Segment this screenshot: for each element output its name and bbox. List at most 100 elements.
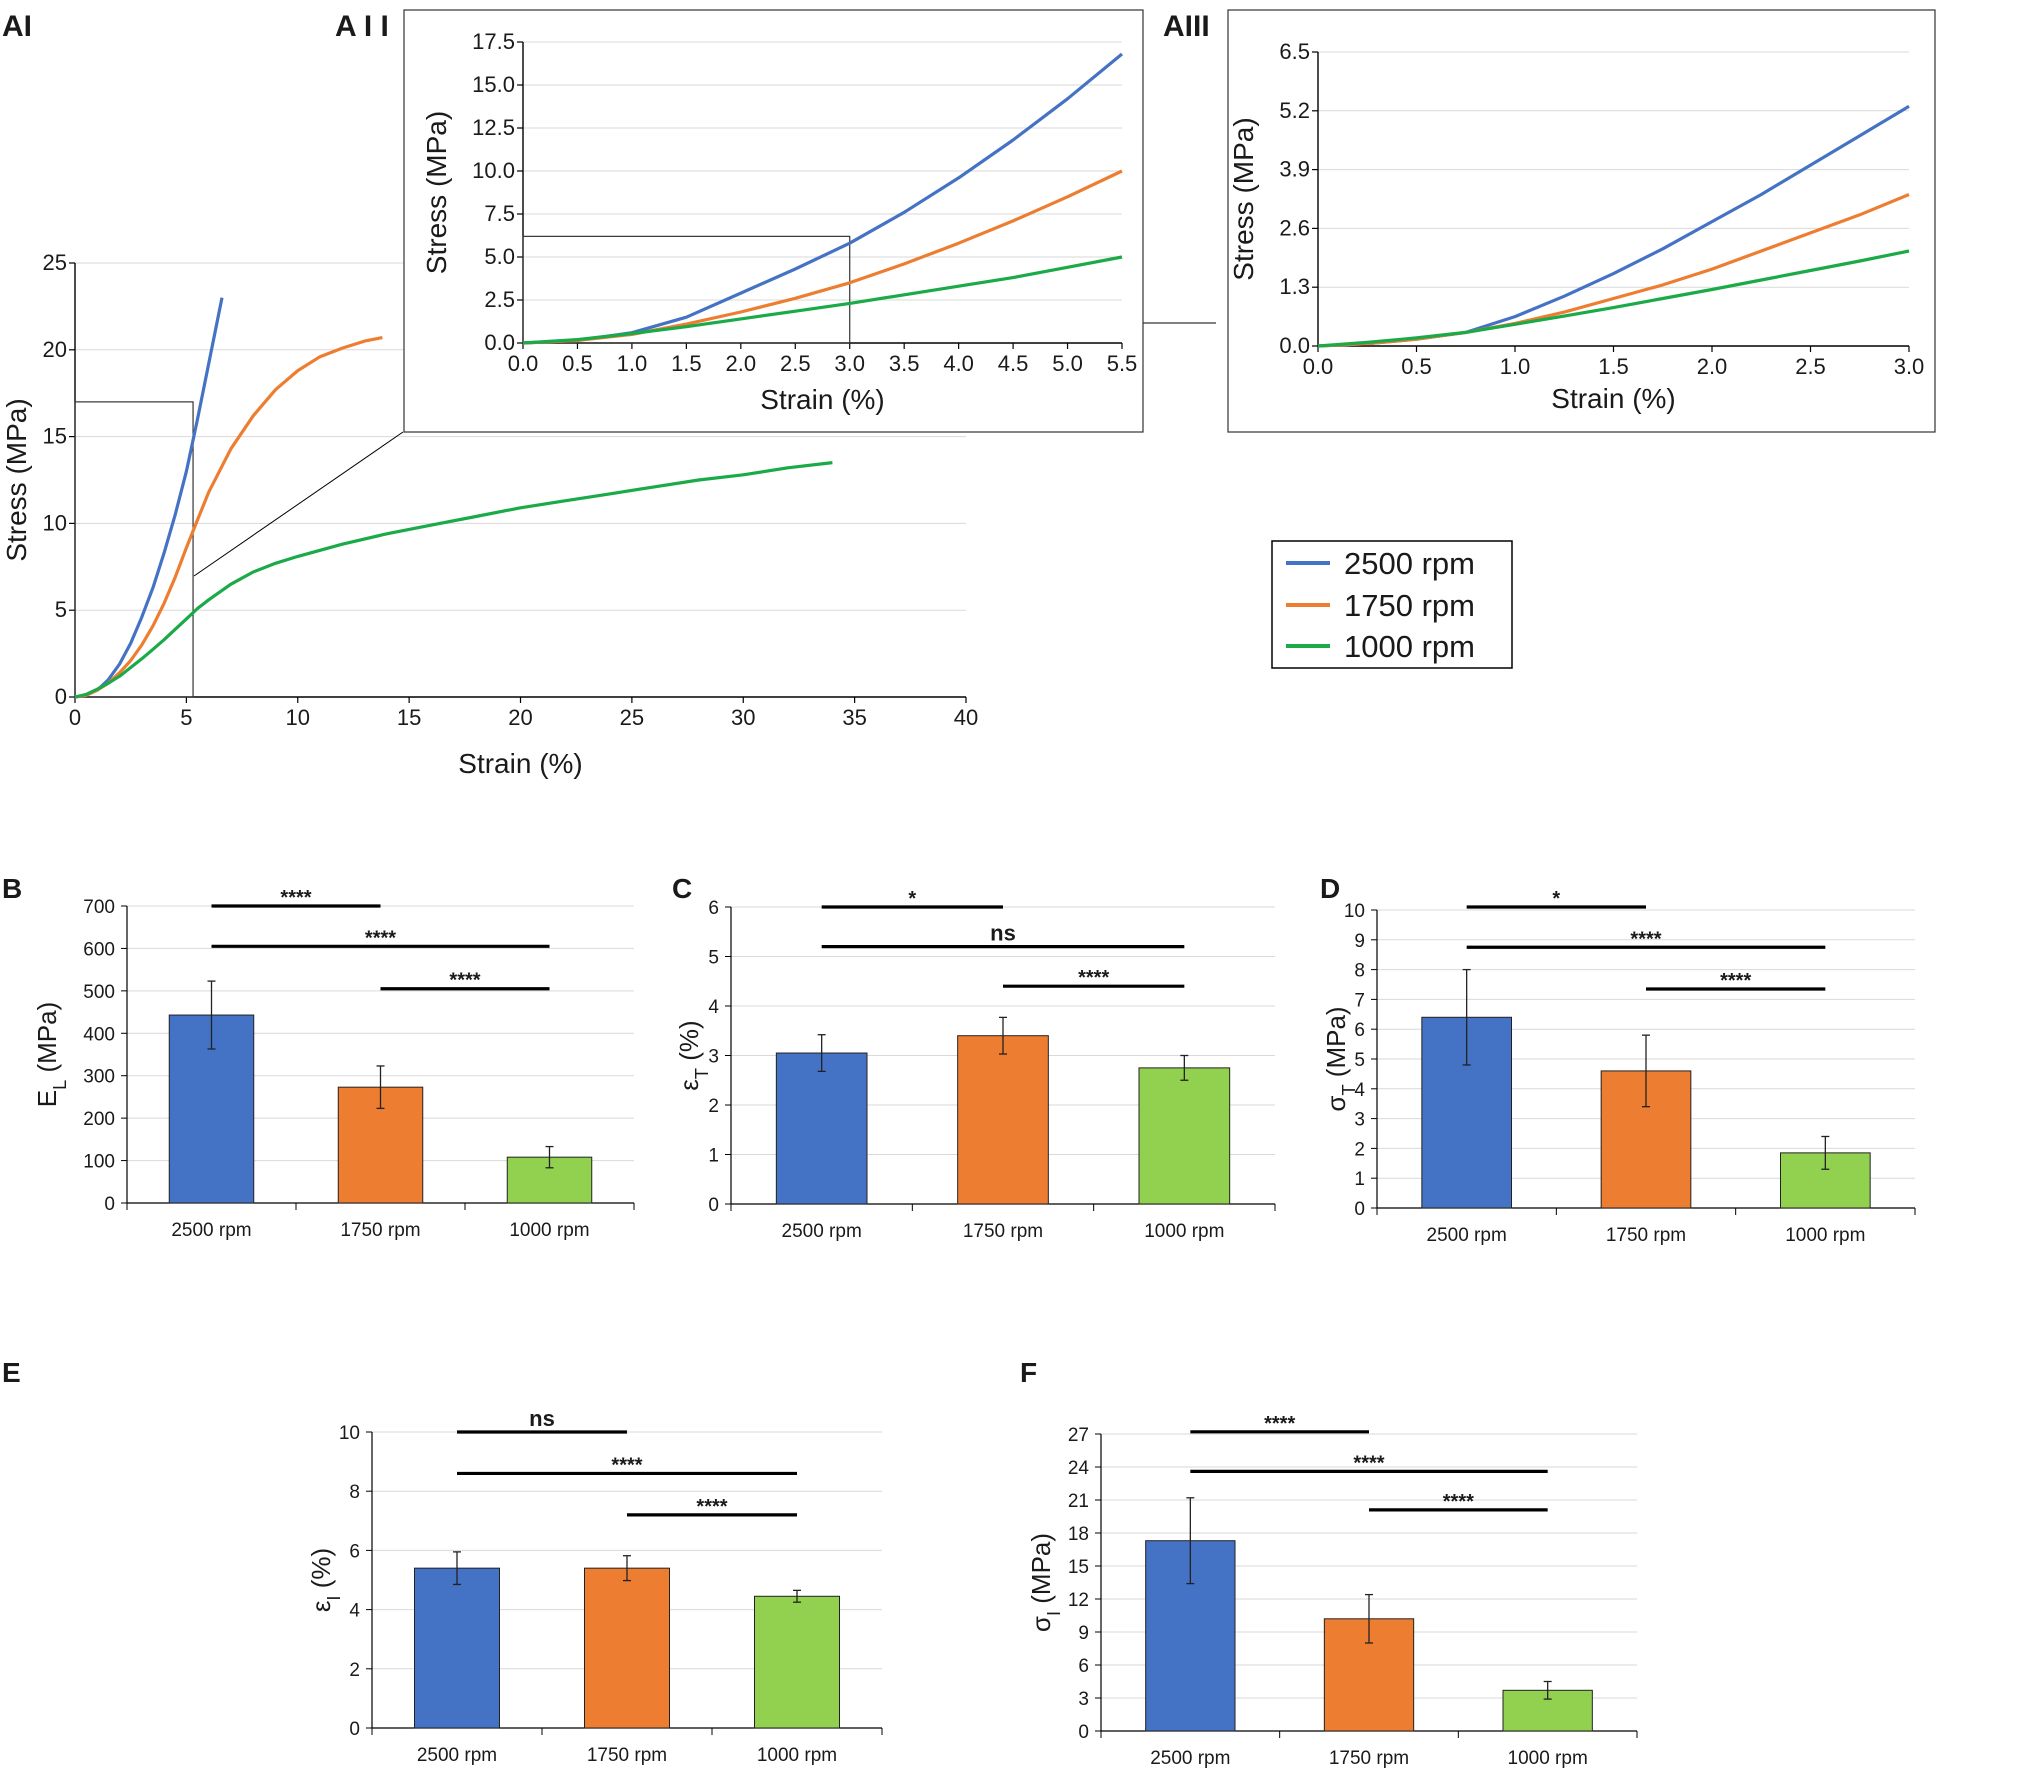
aii-xtick-label-3: 1.5 [671,351,702,376]
aii-ytick-label-5: 12.5 [472,115,515,140]
f-ytick-label-8: 24 [1068,1458,1090,1479]
c-ytick-label-4: 4 [708,997,719,1018]
f-y-axis-label: σI (MPa) [1026,1533,1064,1632]
f-ytick-label-9: 27 [1068,1425,1089,1446]
ai-x-axis-label: Strain (%) [458,748,582,779]
ai-xtick-label-8: 40 [954,705,978,730]
d-y-axis-label: σT (MPa) [1321,1006,1359,1111]
e-bar-1000-rpm [754,1595,840,1729]
aii-series-line-1000-rpm [522,255,1123,345]
c-bar-1000-rpm [1138,1067,1231,1205]
f-category-label-0: 2500 rpm [1150,1748,1230,1769]
chart-c-strain-t: 0 1 2 3 4 5 6 2500 rpm 1750 rpm 1000 rpm * ns **** εT… [674,888,1276,1242]
aii-xtick-label-11: 5.5 [1107,351,1138,376]
e-y-axis-unit: (%) [306,1548,336,1596]
e-significance-label-1: **** [611,1454,642,1476]
aii-frame [403,9,1144,433]
c-significance-label-1: ns [990,921,1016,946]
d-y-axis-unit: (MPa) [1321,1006,1351,1084]
b-ytick-label-2: 200 [83,1109,115,1130]
ai-xtick-label-2: 10 [286,705,310,730]
b-y-axis-unit: (MPa) [32,1002,62,1080]
chart-aii-inset: 0.0 2.5 5.0 7.5 10.0 12.5 15.0 17.5 0.0 0.5 1.0 1.5… [403,9,1144,433]
f-category-label-1: 1750 rpm [1329,1748,1409,1769]
aiii-xtick-label-3: 1.5 [1598,354,1629,379]
aiii-xtick-label-4: 2.0 [1697,354,1728,379]
ai-ytick-label-4: 20 [43,337,67,362]
e-bar-2500-rpm [414,1567,500,1729]
f-significance-label-0: **** [1264,1413,1295,1435]
e-ytick-label-4: 8 [349,1482,360,1503]
ai-ytick-label-5: 25 [43,250,67,275]
d-significance-label-1: **** [1630,928,1661,950]
aiii-y-axis-label: Stress (MPa) [1228,117,1259,280]
e-category-label-1: 1750 rpm [587,1745,667,1766]
e-ytick-label-3: 6 [349,1541,360,1562]
b-ytick-label-4: 400 [83,1024,115,1045]
aiii-xtick-label-2: 1.0 [1500,354,1531,379]
panel-label-aii: A I I [335,10,389,43]
ai-ytick-label-0: 0 [55,684,67,709]
d-category-label-0: 2500 rpm [1427,1225,1507,1246]
aii-zoom-box [522,235,851,344]
aiii-series-line-1000-rpm [1317,249,1910,348]
aii-ytick-label-3: 7.5 [484,201,515,226]
f-significance-label-1: **** [1353,1452,1384,1474]
aii-ytick-label-1: 2.5 [484,287,515,312]
d-category-label-1: 1750 rpm [1606,1225,1686,1246]
aii-ytick-label-4: 10.0 [472,158,515,183]
aiii-xtick-label-0: 0.0 [1303,354,1334,379]
legend: 2500 rpm 1750 rpm 1000 rpm [1271,540,1513,669]
c-ytick-label-2: 2 [708,1096,719,1117]
c-ytick-label-6: 6 [708,898,719,919]
aiii-xtick-label-6: 3.0 [1894,354,1925,379]
f-ytick-label-1: 3 [1078,1689,1089,1710]
panel-label-e: E [2,1357,21,1388]
f-y-axis-symbol: σ [1026,1616,1056,1632]
f-y-axis-unit: (MPa) [1026,1533,1056,1611]
d-category-label-2: 1000 rpm [1785,1225,1865,1246]
d-ytick-label-1: 1 [1354,1169,1365,1190]
aii-xtick-label-2: 1.0 [617,351,648,376]
b-ytick-label-3: 300 [83,1067,115,1088]
f-ytick-label-5: 15 [1068,1557,1089,1578]
e-y-axis-label: εI (%) [306,1548,344,1612]
aiii-x-axis-label: Strain (%) [1551,383,1675,414]
panel-label-c: C [672,873,692,904]
f-ytick-label-3: 9 [1078,1623,1089,1644]
ai-xtick-label-1: 5 [180,705,192,730]
e-y-axis-symbol: ε [306,1600,336,1612]
c-bar-2500-rpm [775,1052,868,1205]
d-ytick-label-5: 5 [1354,1050,1365,1071]
ai-xtick-label-4: 20 [508,705,532,730]
panel-label-d: D [1320,873,1340,904]
aii-xtick-label-1: 0.5 [562,351,593,376]
f-significance-label-2: **** [1443,1491,1474,1513]
panel-label-ai: AI [2,10,32,43]
f-ytick-label-4: 12 [1068,1590,1089,1611]
e-y-axis-subscript: I [324,1596,344,1601]
d-ytick-label-2: 2 [1354,1139,1365,1160]
f-ytick-label-7: 21 [1068,1491,1089,1512]
aiii-xtick-label-1: 0.5 [1401,354,1432,379]
d-y-axis-symbol: σ [1321,1096,1351,1112]
e-significance-label-2: **** [696,1496,727,1518]
c-category-label-1: 1750 rpm [963,1221,1043,1242]
f-ytick-label-0: 0 [1078,1722,1089,1743]
aiii-frame [1227,9,1936,433]
aii-xtick-label-0: 0.0 [508,351,539,376]
d-ytick-label-4: 4 [1354,1080,1365,1101]
d-significance-label-2: **** [1720,970,1751,992]
aii-xtick-label-6: 3.0 [834,351,865,376]
b-significance-label-0: **** [280,887,311,909]
panel-label-aiii: AIII [1163,10,1210,43]
d-ytick-label-9: 9 [1354,931,1365,952]
aiii-xtick-label-5: 2.5 [1795,354,1826,379]
b-significance-label-2: **** [449,970,480,992]
c-ytick-label-0: 0 [708,1195,719,1216]
ai-zoom-box [74,401,194,698]
b-category-label-1: 1750 rpm [340,1220,420,1241]
c-y-axis-label: εT (%) [674,1020,712,1090]
